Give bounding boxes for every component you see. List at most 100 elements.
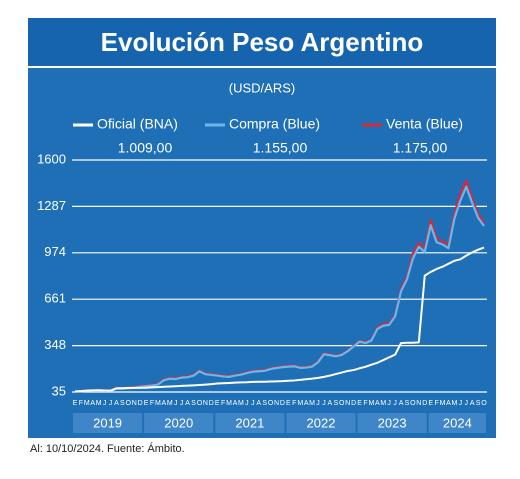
- x-tick-label: M: [96, 400, 102, 407]
- x-tick-label: M: [167, 400, 173, 407]
- x-tick-label: J: [251, 400, 255, 407]
- legend-label: Oficial (BNA): [97, 116, 178, 132]
- x-tick-label: A: [328, 400, 333, 407]
- x-tick-label: S: [333, 400, 338, 407]
- x-tick-label: F: [292, 400, 296, 407]
- x-tick-label: N: [203, 400, 208, 407]
- year-box: [144, 413, 214, 433]
- legend-value: 1.155,00: [253, 140, 308, 156]
- legend-value: 1.175,00: [393, 140, 448, 156]
- x-tick-label: M: [380, 400, 386, 407]
- x-tick-label: O: [126, 400, 132, 407]
- x-tick-label: E: [73, 400, 78, 407]
- x-tick-label: D: [422, 400, 427, 407]
- x-tick-label: A: [256, 400, 261, 407]
- x-tick-label: M: [451, 400, 457, 407]
- x-tick-label: M: [238, 400, 244, 407]
- x-tick-label: E: [144, 400, 149, 407]
- title-bar: [28, 18, 496, 66]
- x-tick-label: M: [440, 400, 446, 407]
- x-tick-label: J: [465, 400, 469, 407]
- x-tick-label: J: [393, 400, 397, 407]
- x-tick-label: J: [322, 400, 326, 407]
- x-tick-label: S: [120, 400, 125, 407]
- x-tick-label: A: [162, 400, 167, 407]
- x-tick-label: O: [481, 400, 487, 407]
- x-tick-label: F: [363, 400, 367, 407]
- x-tick-label: A: [185, 400, 190, 407]
- x-tick-label: A: [233, 400, 238, 407]
- legend-value: 1.009,00: [118, 140, 173, 156]
- x-tick-label: O: [268, 400, 274, 407]
- year-label: 2022: [307, 415, 336, 430]
- y-tick-label: 661: [44, 291, 66, 306]
- x-tick-label: D: [209, 400, 214, 407]
- x-tick-label: M: [297, 400, 303, 407]
- y-tick-label: 1287: [37, 198, 66, 213]
- x-tick-label: A: [399, 400, 404, 407]
- year-box: [357, 413, 427, 433]
- year-label: 2020: [164, 415, 193, 430]
- x-tick-label: A: [375, 400, 380, 407]
- chart-title: Evolución Peso Argentino: [101, 27, 424, 57]
- x-tick-label: F: [79, 400, 83, 407]
- x-tick-label: O: [197, 400, 203, 407]
- x-tick-label: A: [470, 400, 475, 407]
- x-tick-label: N: [132, 400, 137, 407]
- year-box: [428, 413, 486, 433]
- x-tick-label: N: [416, 400, 421, 407]
- x-tick-label: A: [114, 400, 119, 407]
- x-tick-label: E: [357, 400, 362, 407]
- year-box: [286, 413, 356, 433]
- x-tick-label: E: [286, 400, 291, 407]
- x-tick-label: E: [215, 400, 220, 407]
- x-tick-label: F: [221, 400, 225, 407]
- y-tick-label: 1600: [37, 151, 66, 166]
- x-tick-label: O: [339, 400, 345, 407]
- x-tick-label: M: [368, 400, 374, 407]
- x-tick-label: J: [103, 400, 107, 407]
- x-tick-label: D: [138, 400, 143, 407]
- y-tick-label: 35: [52, 383, 66, 398]
- x-tick-label: S: [262, 400, 267, 407]
- x-tick-label: M: [309, 400, 315, 407]
- year-box: [215, 413, 285, 433]
- x-tick-label: J: [459, 400, 463, 407]
- x-tick-label: S: [405, 400, 410, 407]
- panel: [28, 18, 496, 438]
- x-tick-label: M: [84, 400, 90, 407]
- x-tick-label: J: [316, 400, 320, 407]
- y-tick-label: 348: [44, 337, 66, 352]
- legend-label: Venta (Blue): [386, 116, 463, 132]
- year-label: 2019: [93, 415, 122, 430]
- x-tick-label: M: [155, 400, 161, 407]
- x-tick-label: O: [410, 400, 416, 407]
- x-tick-label: N: [274, 400, 279, 407]
- y-tick-label: 974: [44, 244, 66, 259]
- x-tick-label: J: [387, 400, 391, 407]
- x-tick-label: D: [351, 400, 356, 407]
- x-tick-label: F: [150, 400, 154, 407]
- x-tick-label: F: [434, 400, 438, 407]
- year-label: 2024: [443, 415, 472, 430]
- x-tick-label: S: [476, 400, 481, 407]
- year-box: [73, 413, 143, 433]
- year-label: 2021: [235, 415, 264, 430]
- x-tick-label: M: [226, 400, 232, 407]
- legend-label: Compra (Blue): [229, 116, 320, 132]
- year-label: 2023: [378, 415, 407, 430]
- x-tick-label: N: [345, 400, 350, 407]
- x-tick-label: J: [174, 400, 178, 407]
- x-tick-label: A: [90, 400, 95, 407]
- x-tick-label: J: [109, 400, 113, 407]
- x-tick-label: J: [180, 400, 184, 407]
- subtitle: (USD/ARS): [229, 80, 295, 95]
- note: Al: 10/10/2024. Fuente: Ámbito.: [30, 442, 185, 455]
- x-tick-label: A: [304, 400, 309, 407]
- x-tick-label: S: [191, 400, 196, 407]
- x-tick-label: A: [446, 400, 451, 407]
- x-tick-label: D: [280, 400, 285, 407]
- series-line: [74, 246, 485, 393]
- x-tick-label: J: [245, 400, 249, 407]
